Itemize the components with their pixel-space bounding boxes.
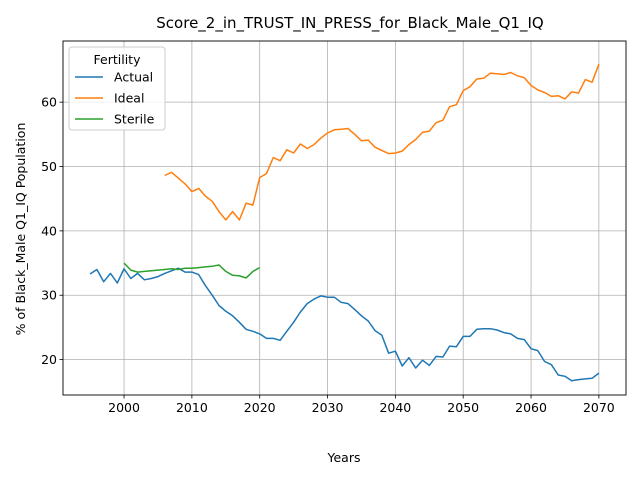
chart-title: Score_2_in_TRUST_IN_PRESS_for_Black_Male… xyxy=(156,14,543,33)
x-tick-label: 2060 xyxy=(515,400,547,415)
y-tick-label: 60 xyxy=(41,95,57,110)
y-tick-label: 30 xyxy=(41,288,57,303)
x-tick-label: 2000 xyxy=(108,400,140,415)
legend-label-ideal: Ideal xyxy=(114,91,144,106)
legend-label-actual: Actual xyxy=(114,70,153,85)
x-tick-label: 2040 xyxy=(379,400,411,415)
legend-label-sterile: Sterile xyxy=(114,112,155,127)
y-tick-label: 50 xyxy=(41,159,57,174)
x-tick-label: 2050 xyxy=(447,400,479,415)
x-tick-label: 2020 xyxy=(244,400,276,415)
x-tick-label: 2010 xyxy=(176,400,208,415)
y-tick-label: 20 xyxy=(41,352,57,367)
y-axis-title: % of Black_Male Q1_IQ Population xyxy=(13,123,28,336)
legend-title: Fertility xyxy=(94,52,142,67)
legend: Fertility Actual Ideal Sterile xyxy=(69,47,165,130)
x-tick-label: 2070 xyxy=(583,400,615,415)
x-tick-label: 2030 xyxy=(312,400,344,415)
x-axis-title: Years xyxy=(327,450,361,465)
y-tick-label: 40 xyxy=(41,223,57,238)
